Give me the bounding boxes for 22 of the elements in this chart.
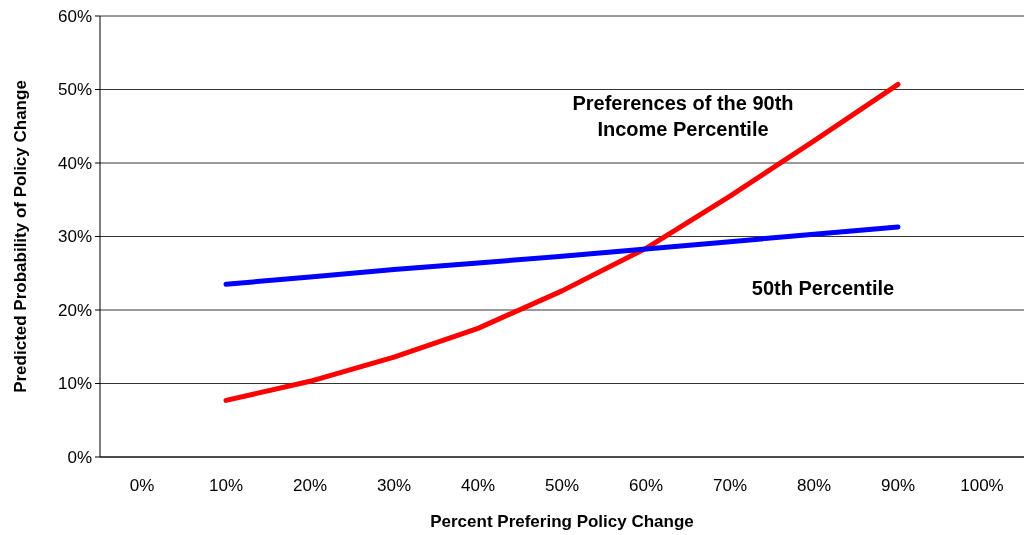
x-tick-label: 80% xyxy=(796,476,832,495)
x-tick-label: 0% xyxy=(129,476,155,495)
y-tick-label: 60% xyxy=(57,6,92,26)
x-tick-label: 60% xyxy=(628,476,664,495)
series-label: Preferences of the 90th Income Percentile xyxy=(572,92,794,141)
y-axis-title: Predicted Probability of Policy Change xyxy=(11,80,30,393)
x-tick-label: 70% xyxy=(712,476,748,495)
x-tick-label: 30% xyxy=(376,476,412,495)
y-tick-label: 50% xyxy=(57,80,92,100)
x-tick-label: 40% xyxy=(460,476,496,495)
x-tick-label: 10% xyxy=(208,476,244,495)
x-tick-label: 90% xyxy=(880,476,916,495)
x-tick-label: 100% xyxy=(960,476,1004,495)
y-tick-label: 10% xyxy=(57,374,92,394)
series-label: 50th Percentile xyxy=(751,276,895,299)
y-tick-label: 20% xyxy=(57,300,92,320)
x-axis-title: Percent Prefering Policy Change xyxy=(430,512,694,531)
y-tick-label: 40% xyxy=(57,153,92,173)
x-tick-label: 20% xyxy=(292,476,328,495)
y-tick-label: 0% xyxy=(67,447,92,467)
x-tick-label: 50% xyxy=(544,476,580,495)
y-tick-label: 30% xyxy=(57,227,92,247)
